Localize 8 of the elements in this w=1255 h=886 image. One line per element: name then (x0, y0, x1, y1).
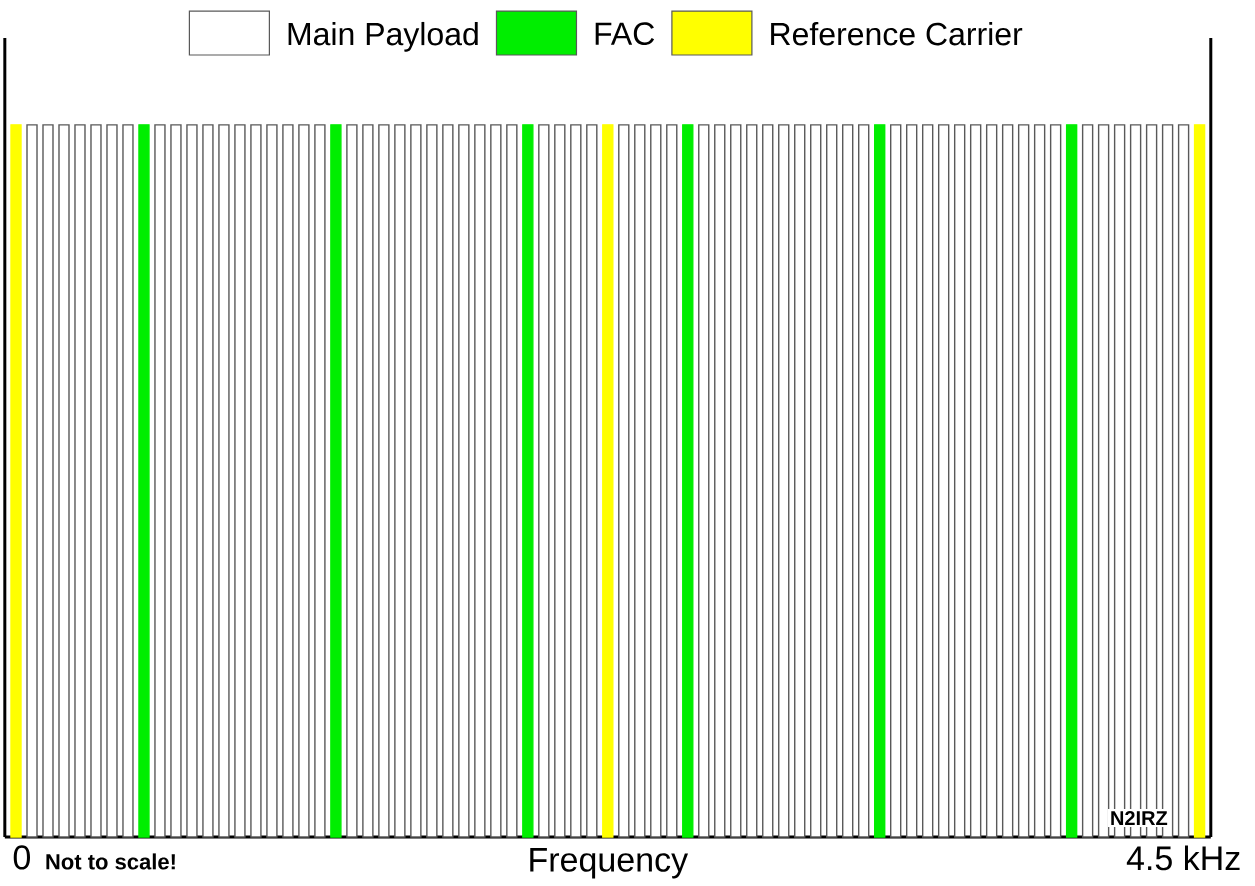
annotation: N2IRZ (1111, 811, 1168, 826)
legend-label: Main Payload (288, 21, 478, 52)
text: Not to scale! (46, 853, 175, 870)
legend-label: FAC (595, 22, 655, 46)
text: 0 (13, 845, 31, 870)
x-axis-title: Frequency (530, 848, 689, 879)
legend-label: Reference Carrier (771, 21, 1023, 46)
text: 4.5 kHz (1126, 845, 1240, 871)
